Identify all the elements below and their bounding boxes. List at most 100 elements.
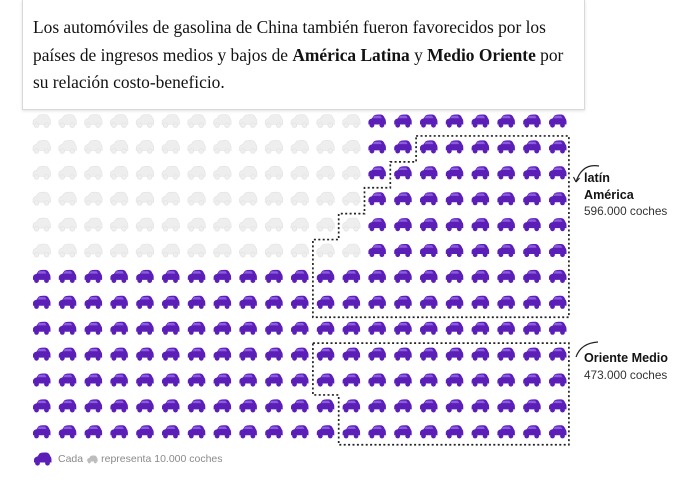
car-icon	[316, 243, 335, 258]
car-icon	[162, 399, 180, 413]
car-icon	[549, 114, 567, 128]
car-icon	[187, 347, 206, 361]
car-icon	[265, 347, 283, 361]
car-icon	[109, 165, 129, 180]
car-icon	[162, 425, 180, 439]
car-icon	[135, 165, 155, 180]
car-icon	[420, 218, 438, 232]
car-icon	[213, 425, 232, 439]
car-icon	[239, 295, 257, 309]
car-icon	[161, 243, 180, 258]
car-icon	[265, 399, 283, 413]
car-icon	[316, 347, 335, 361]
car-icon	[264, 139, 284, 154]
car-icon	[394, 347, 412, 361]
car-icon	[135, 243, 155, 258]
car-icon	[342, 165, 361, 180]
car-icon	[110, 321, 128, 335]
car-icon	[187, 321, 206, 335]
car-icon	[497, 218, 515, 232]
car-icon	[33, 425, 51, 439]
car-icon	[523, 140, 541, 154]
group-outlines	[312, 135, 570, 446]
car-icon	[84, 165, 103, 180]
latam-pointer	[575, 164, 600, 183]
car-icon	[58, 373, 77, 387]
car-icon	[162, 373, 180, 387]
car-icon	[187, 243, 206, 258]
latam-outline	[312, 135, 570, 319]
car-icon	[368, 425, 386, 439]
caption-box: Los automóviles de gasolina de China tam…	[22, 0, 585, 110]
caption-text-and: y	[409, 44, 428, 65]
car-icon	[342, 114, 361, 129]
car-icon	[213, 217, 232, 232]
car-icon	[549, 347, 567, 361]
car-icon	[291, 321, 309, 335]
car-icon	[213, 295, 232, 309]
car-icon	[110, 269, 128, 283]
car-icon	[420, 269, 438, 283]
car-icon	[84, 399, 103, 413]
car-icon	[187, 114, 206, 129]
car-icon	[109, 243, 129, 258]
car-icon	[239, 321, 257, 335]
car-icon	[33, 399, 51, 413]
car-icon	[58, 295, 77, 309]
car-icon	[549, 373, 567, 387]
latam-value-label: 596.000 coches	[584, 204, 667, 218]
car-icon	[239, 399, 257, 413]
car-icon	[368, 218, 386, 232]
car-icon	[58, 191, 77, 206]
car-icon	[497, 166, 515, 180]
car-icon	[471, 321, 490, 335]
car-icon	[445, 244, 464, 258]
car-icon	[238, 191, 258, 206]
car-icon	[445, 373, 464, 387]
car-icon	[187, 373, 206, 387]
car-icon	[110, 295, 128, 309]
car-icon	[523, 295, 541, 309]
car-icon	[187, 217, 206, 232]
car-icon	[213, 139, 232, 154]
car-icon	[342, 425, 361, 439]
car-icon	[135, 191, 155, 206]
car-icon	[58, 165, 77, 180]
car-icon	[342, 373, 361, 387]
car-icon	[549, 218, 567, 232]
me-value-label: 473.000 coches	[584, 368, 667, 382]
car-icon	[316, 191, 335, 206]
legend-car-icon	[34, 452, 52, 466]
car-icon	[290, 217, 309, 232]
car-icon	[316, 114, 335, 129]
caption-text-end: por su relación costo-beneficio.	[33, 44, 564, 93]
car-icon	[368, 140, 386, 154]
car-icon	[109, 191, 129, 206]
car-icon	[238, 165, 258, 180]
car-icon	[33, 269, 51, 283]
car-icon	[239, 347, 257, 361]
car-icon	[420, 295, 438, 309]
latam-label-line1: latín	[584, 171, 610, 185]
car-icon	[187, 191, 206, 206]
car-icon	[84, 295, 103, 309]
car-icon	[110, 425, 128, 439]
car-icon	[32, 191, 51, 206]
car-icon	[238, 243, 258, 258]
car-icon	[445, 192, 464, 206]
car-icon	[161, 114, 180, 129]
latam-label-line2: América	[584, 188, 635, 202]
car-icon	[394, 399, 412, 413]
car-icon	[368, 399, 386, 413]
car-icon	[213, 191, 232, 206]
legend: Cada representa 10.000 coches	[32, 450, 223, 468]
car-icon	[368, 295, 386, 309]
car-icon	[420, 321, 438, 335]
car-icon	[420, 399, 438, 413]
car-icon	[342, 269, 361, 283]
car-icon	[290, 243, 309, 258]
car-icon	[187, 165, 206, 180]
car-icon	[471, 399, 490, 413]
car-icon	[110, 347, 128, 361]
car-icon	[84, 425, 103, 439]
